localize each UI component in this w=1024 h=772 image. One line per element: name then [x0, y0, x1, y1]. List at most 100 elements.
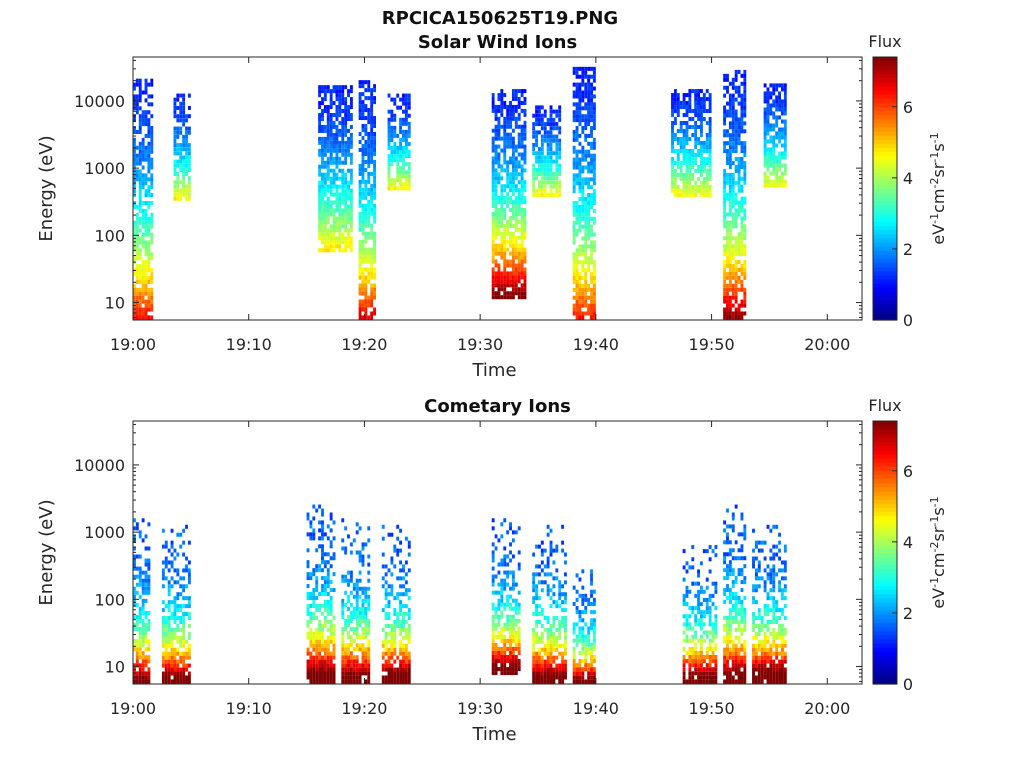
- heatmap-cell: [318, 137, 321, 141]
- heatmap-cell: [555, 604, 558, 608]
- heatmap-cell: [367, 140, 370, 144]
- heatmap-cell: [341, 575, 344, 579]
- heatmap-cell: [677, 165, 680, 169]
- heatmap-cell: [587, 602, 590, 606]
- heatmap-cell: [500, 204, 503, 208]
- heatmap-cell: [370, 284, 373, 288]
- heatmap-cell: [547, 139, 550, 143]
- heatmap-cell: [498, 538, 501, 542]
- heatmap-cell: [390, 134, 393, 138]
- heatmap-cell: [390, 588, 393, 592]
- heatmap-cell: [584, 610, 587, 614]
- heatmap-cell: [408, 624, 411, 628]
- colorbar-segment: [873, 250, 897, 255]
- heatmap-cell: [174, 672, 177, 676]
- heatmap-cell: [503, 244, 506, 248]
- heatmap-cell: [535, 545, 538, 549]
- heatmap-cell: [356, 647, 359, 651]
- heatmap-cell: [552, 576, 555, 580]
- heatmap-cell: [168, 628, 171, 632]
- heatmap-cell: [179, 652, 182, 656]
- heatmap-cell: [344, 236, 347, 240]
- heatmap-cell: [142, 518, 145, 522]
- heatmap-cell: [550, 640, 553, 644]
- heatmap-cell: [726, 232, 729, 236]
- heatmap-cell: [518, 117, 521, 121]
- heatmap-cell: [524, 212, 527, 216]
- heatmap-cell: [185, 147, 188, 151]
- heatmap-cell: [732, 177, 735, 181]
- heatmap-cell: [587, 667, 590, 671]
- heatmap-cell: [393, 182, 396, 186]
- heatmap-cell: [544, 664, 547, 668]
- heatmap-cell: [333, 671, 336, 675]
- heatmap-cell: [767, 131, 770, 135]
- heatmap-cell: [179, 640, 182, 644]
- heatmap-cell: [347, 185, 350, 189]
- heatmap-cell: [188, 155, 191, 159]
- heatmap-cell: [735, 216, 738, 220]
- heatmap-cell: [515, 236, 518, 240]
- heatmap-cell: [370, 232, 373, 236]
- heatmap-cell: [703, 105, 706, 109]
- heatmap-cell: [680, 169, 683, 173]
- heatmap-cell: [330, 117, 333, 121]
- colorbar-segment: [873, 267, 897, 272]
- heatmap-cell: [142, 138, 145, 142]
- heatmap-cell: [356, 627, 359, 631]
- heatmap-cell: [784, 87, 787, 91]
- heatmap-cell: [686, 626, 689, 630]
- heatmap-cell: [321, 236, 324, 240]
- heatmap-cell: [393, 632, 396, 636]
- heatmap-cell: [581, 610, 584, 614]
- heatmap-cell: [709, 189, 712, 193]
- heatmap-cell: [544, 648, 547, 652]
- heatmap-cell: [147, 177, 150, 181]
- colorbar-unit-label: eV-1cm-2sr-1s-1: [928, 132, 949, 244]
- heatmap-cell: [500, 558, 503, 562]
- heatmap-cell: [185, 197, 188, 201]
- heatmap-cell: [165, 652, 168, 656]
- heatmap-cell: [709, 165, 712, 169]
- colorbar-segment: [873, 135, 897, 140]
- heatmap-cell: [182, 644, 185, 648]
- heatmap-cell: [179, 644, 182, 648]
- heatmap-cell: [584, 606, 587, 610]
- heatmap-cell: [515, 149, 518, 153]
- heatmap-cell: [402, 186, 405, 190]
- heatmap-cell: [498, 145, 501, 149]
- heatmap-cell: [402, 612, 405, 616]
- heatmap-cell: [495, 109, 498, 113]
- heatmap-cell: [535, 564, 538, 568]
- heatmap-cell: [587, 244, 590, 248]
- heatmap-cell: [492, 651, 495, 655]
- heatmap-cell: [769, 135, 772, 139]
- heatmap-cell: [171, 679, 174, 683]
- heatmap-cell: [495, 153, 498, 157]
- heatmap-cell: [688, 667, 691, 671]
- heatmap-cell: [576, 606, 579, 610]
- heatmap-cell: [512, 188, 515, 192]
- heatmap-cell: [573, 663, 576, 667]
- heatmap-cell: [492, 204, 495, 208]
- heatmap-cell: [688, 117, 691, 121]
- heatmap-cell: [136, 555, 139, 559]
- heatmap-cell: [500, 200, 503, 204]
- heatmap-cell: [576, 205, 579, 209]
- heatmap-cell: [390, 664, 393, 668]
- heatmap-cell: [318, 197, 321, 201]
- heatmap-cell: [498, 216, 501, 220]
- heatmap-cell: [182, 588, 185, 592]
- heatmap-cell: [408, 545, 411, 549]
- heatmap-cell: [512, 224, 515, 228]
- heatmap-cell: [321, 89, 324, 93]
- heatmap-cell: [741, 165, 744, 169]
- heatmap-cell: [139, 631, 142, 635]
- heatmap-cell: [188, 580, 191, 584]
- heatmap-cell: [388, 170, 391, 174]
- heatmap-cell: [150, 158, 153, 162]
- heatmap-cell: [573, 177, 576, 181]
- heatmap-cell: [179, 660, 182, 664]
- heatmap-cell: [174, 106, 177, 110]
- heatmap-cell: [393, 608, 396, 612]
